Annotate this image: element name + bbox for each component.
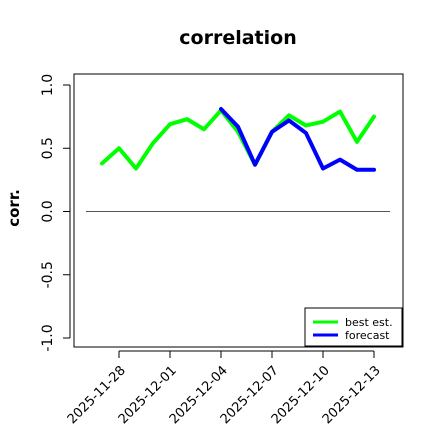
legend-label-best-est: best est. bbox=[345, 316, 393, 329]
y-tick-label: 0.5 bbox=[40, 137, 56, 159]
series-line-forecast bbox=[219, 107, 376, 172]
legend-label-forecast: forecast bbox=[345, 329, 390, 342]
series-layer bbox=[100, 107, 376, 172]
plot-area bbox=[73, 73, 404, 348]
series-line-best-est bbox=[100, 108, 376, 171]
y-tick-label: -0.5 bbox=[40, 261, 56, 288]
x-axis: 2025-11-282025-12-012025-12-042025-12-07… bbox=[65, 350, 384, 427]
y-tick-label: 1.0 bbox=[40, 74, 56, 96]
chart-title: correlation bbox=[179, 27, 296, 49]
legend-box bbox=[304, 307, 403, 347]
y-tick-label: 0.0 bbox=[40, 200, 56, 222]
y-axis: -1.0 -0.5 0.0 0.5 1.0 bbox=[40, 74, 71, 352]
legend: best est. forecast bbox=[304, 307, 403, 347]
y-axis-label: corr. bbox=[5, 189, 23, 227]
y-tick-label: -1.0 bbox=[40, 324, 56, 351]
